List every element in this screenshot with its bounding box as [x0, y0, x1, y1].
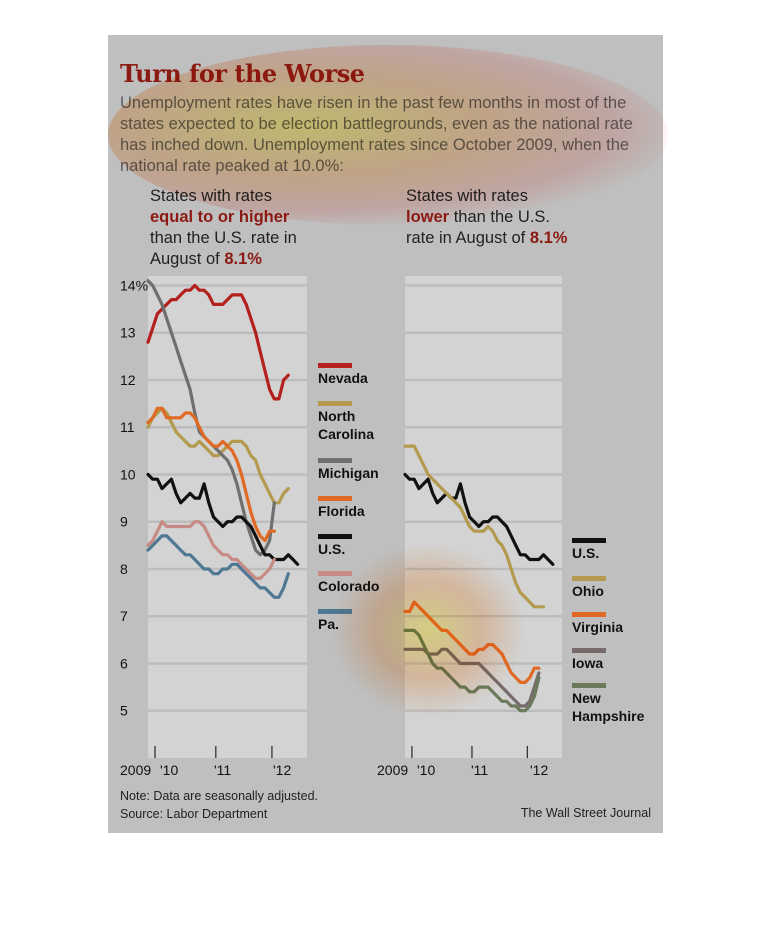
- left-plot-area: [148, 276, 307, 758]
- y-tick-label: 14%: [120, 277, 148, 293]
- right-legend-label: Ohio: [572, 583, 604, 599]
- left-legend-swatch: [318, 534, 352, 539]
- right-heading-bold: lower: [406, 208, 450, 226]
- right-legend-swatch: [572, 576, 606, 581]
- left-legend-swatch: [318, 458, 352, 463]
- right-legend-label: Virginia: [572, 619, 623, 635]
- left-heading-bold: equal to or higher: [150, 208, 290, 226]
- chart-title: Turn for the Worse: [120, 59, 365, 88]
- left-panel-heading: States with rates equal to or higher tha…: [150, 186, 320, 270]
- left-series-line: [146, 472, 300, 566]
- right-legend-label: New: [572, 690, 601, 706]
- y-tick-label: 11: [120, 419, 135, 435]
- right-legend-label: U.S.: [572, 545, 599, 561]
- left-legend-label: Nevada: [318, 370, 368, 386]
- left-legend-swatch: [318, 363, 352, 368]
- left-legend-swatch: [318, 571, 352, 576]
- left-series-line: [146, 283, 290, 401]
- left-legend-swatch: [318, 496, 352, 501]
- left-legend-swatch: [318, 609, 352, 614]
- y-tick-label: 12: [120, 372, 136, 388]
- left-x-tick-label: '11: [214, 762, 231, 778]
- left-series-line: [146, 520, 276, 581]
- y-tick-label: 6: [120, 655, 128, 671]
- note-text: Note: Data are seasonally adjusted.: [120, 789, 319, 803]
- left-legend-label: North: [318, 408, 355, 424]
- left-heading-value: 8.1%: [224, 250, 262, 268]
- right-legend-swatch: [572, 612, 606, 617]
- left-legend-label: Michigan: [318, 465, 379, 481]
- left-x-tick-label: '12: [273, 762, 291, 778]
- left-heading-pre: States with rates: [150, 187, 272, 205]
- right-legend-label: Hampshire: [572, 708, 645, 724]
- right-legend-swatch: [572, 648, 606, 653]
- right-panel-heading: States with rates lower than the U.S. ra…: [406, 186, 581, 249]
- y-tick-label: 8: [120, 561, 128, 577]
- footnote: Note: Data are seasonally adjusted. Sour…: [120, 787, 318, 823]
- right-heading-pre: States with rates: [406, 187, 528, 205]
- right-legend-swatch: [572, 538, 606, 543]
- left-series-line: [146, 534, 290, 599]
- right-x-tick-label: 2009: [377, 762, 408, 778]
- y-tick-label: 9: [120, 514, 128, 530]
- left-x-tick-label: '10: [160, 762, 178, 778]
- right-legend-swatch: [572, 683, 606, 688]
- y-tick-label: 5: [120, 703, 128, 719]
- chart-card: 2009 '10 '11 '12 14% 13 12 11 10 9 8 7 6 5 Nevada North…: [108, 35, 668, 833]
- credit-text: The Wall Street Journal: [520, 806, 651, 820]
- y-tick-label: 10: [120, 466, 136, 482]
- right-x-tick-label: '12: [530, 762, 548, 778]
- left-legend-label: Florida: [318, 503, 365, 519]
- right-x-tick-label: '11: [471, 762, 488, 778]
- left-heading-mid: than the U.S. rate in August of: [150, 229, 297, 268]
- left-legend-swatch: [318, 401, 352, 406]
- right-x-tick-label: '10: [417, 762, 435, 778]
- right-legend-label: Iowa: [572, 655, 603, 671]
- y-tick-label: 13: [120, 325, 136, 341]
- left-legend-label: Pa.: [318, 616, 339, 632]
- right-series-line: [403, 472, 555, 566]
- left-x-tick-label: 2009: [120, 762, 151, 778]
- left-legend-label: U.S.: [318, 541, 345, 557]
- left-legend-label: Colorado: [318, 578, 379, 594]
- left-series-line: [146, 406, 276, 543]
- source-text: Source: Labor Department: [120, 807, 268, 821]
- left-legend-label: Carolina: [318, 426, 374, 442]
- right-heading-value: 8.1%: [529, 229, 568, 247]
- left-series-line: [146, 406, 290, 505]
- y-tick-label: 7: [120, 608, 128, 624]
- chart-subtitle: Unemployment rates have risen in the pas…: [120, 94, 633, 175]
